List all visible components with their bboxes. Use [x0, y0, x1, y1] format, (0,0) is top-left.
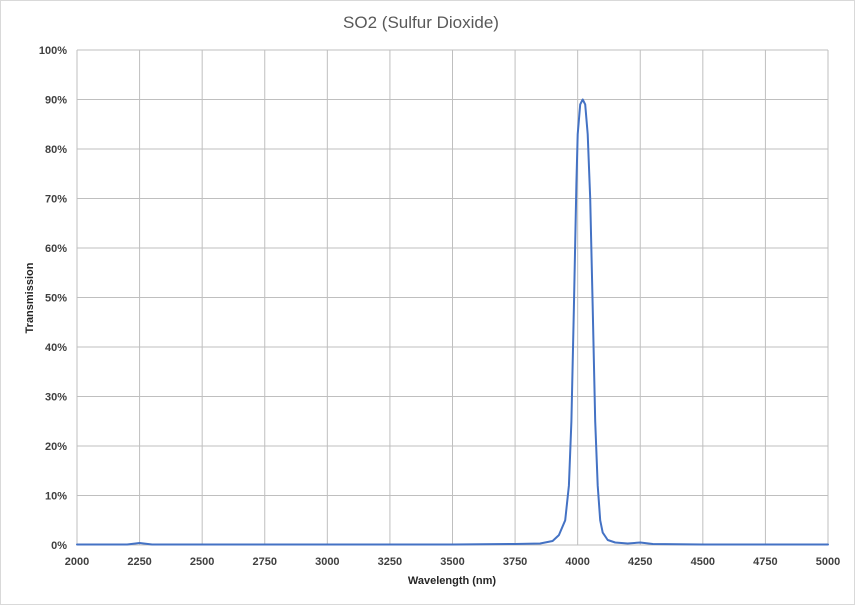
y-tick-label: 20%	[45, 441, 67, 453]
y-tick-label: 70%	[45, 194, 67, 206]
y-tick-label: 50%	[45, 293, 67, 305]
x-tick-label: 3000	[315, 556, 339, 568]
x-tick-label: 2750	[253, 556, 277, 568]
y-tick-labels: 0% 10% 20% 30% 40% 50% 60% 70% 80% 90% 100%	[39, 45, 67, 552]
y-tick-label: 100%	[39, 45, 67, 57]
x-tick-label: 4250	[628, 556, 652, 568]
x-tick-labels: 2000 2250 2500 2750 3000 3250 3500 3750 4000 4250…	[65, 556, 840, 568]
y-tick-label: 0%	[51, 540, 67, 552]
x-tick-label: 2500	[190, 556, 214, 568]
y-tick-label: 60%	[45, 243, 67, 255]
y-tick-label: 40%	[45, 342, 67, 354]
x-tick-label: 4500	[691, 556, 715, 568]
gridlines	[76, 49, 829, 546]
y-tick-label: 90%	[45, 95, 67, 107]
series-line	[76, 98, 829, 546]
series-group	[76, 98, 829, 546]
y-tick-label: 10%	[45, 491, 67, 503]
y-axis-title: Transmission	[24, 262, 36, 333]
x-tick-label: 3500	[440, 556, 464, 568]
x-tick-label: 2250	[127, 556, 151, 568]
x-tick-label: 3250	[378, 556, 402, 568]
x-axis-title: Wavelength (nm)	[408, 575, 497, 587]
x-tick-label: 4750	[753, 556, 777, 568]
chart-title: SO2 (Sulfur Dioxide)	[343, 13, 499, 32]
x-tick-label: 4000	[565, 556, 589, 568]
x-tick-label: 5000	[816, 556, 840, 568]
y-tick-label: 80%	[45, 144, 67, 156]
x-tick-label: 2000	[65, 556, 89, 568]
x-tick-label: 3750	[503, 556, 527, 568]
y-tick-label: 30%	[45, 392, 67, 404]
